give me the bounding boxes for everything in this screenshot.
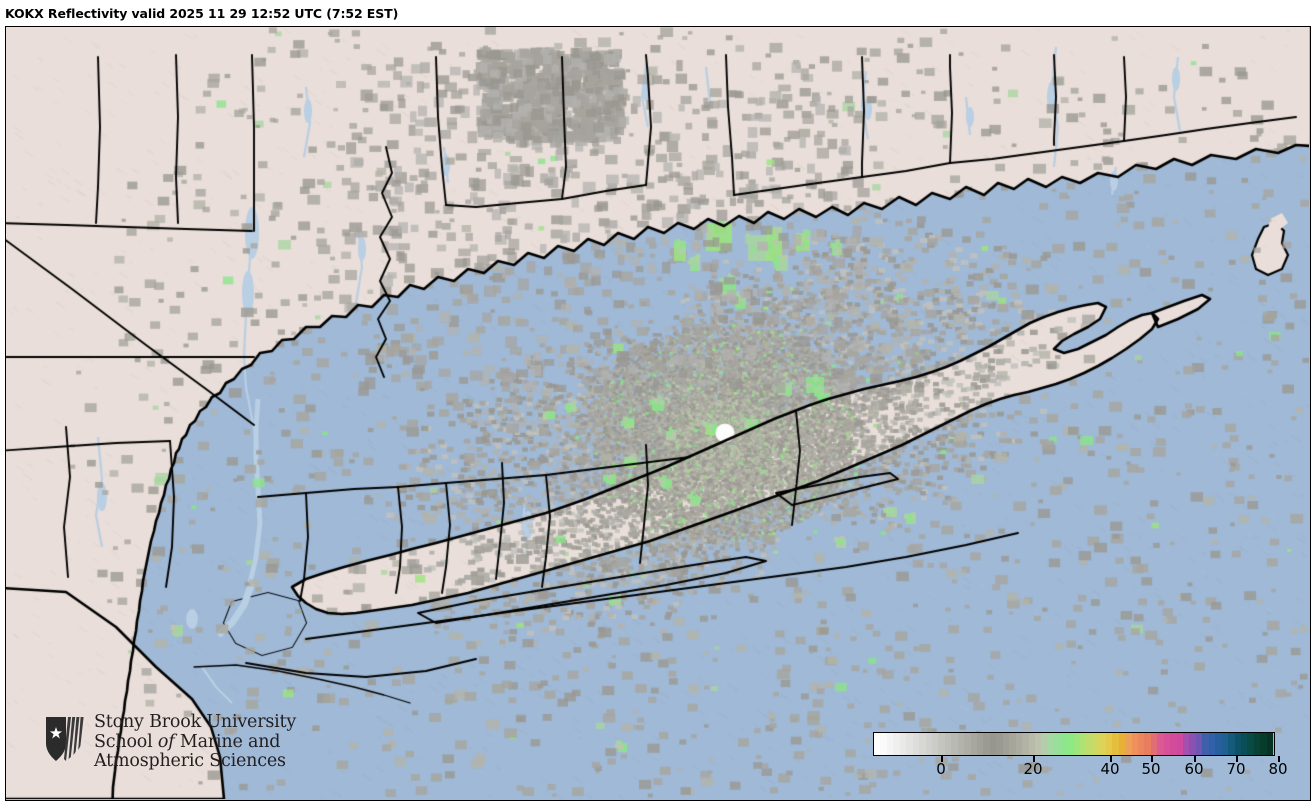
colorbar-tick <box>1110 756 1112 762</box>
colorbar-segment <box>977 733 984 755</box>
colorbar-tick-label: 80 <box>1268 760 1288 778</box>
colorbar-segment <box>1234 733 1241 755</box>
colorbar-segment <box>1176 733 1183 755</box>
colorbar-segment <box>925 733 932 755</box>
colorbar-segment <box>1125 733 1132 755</box>
title-bar: KOKX Reflectivity valid 2025 11 29 12:52… <box>5 0 1311 26</box>
colorbar-tick <box>1151 756 1153 762</box>
colorbar-ticks <box>873 756 1280 762</box>
colorbar-segment <box>1247 733 1254 755</box>
colorbar-tick <box>1194 756 1196 762</box>
colorbar-segment <box>1150 733 1158 755</box>
colorbar-tick <box>1033 756 1035 762</box>
colorbar-segment <box>931 733 939 755</box>
colorbar-segment <box>1266 733 1274 755</box>
colorbar-segment <box>1112 733 1119 755</box>
colorbar-segment <box>1228 733 1235 755</box>
colorbar-segment <box>1118 733 1126 755</box>
colorbar-segment <box>1131 733 1138 755</box>
colorbar-segment <box>1009 733 1016 755</box>
colorbar-segment <box>1034 733 1042 755</box>
colorbar-segment <box>1067 733 1074 755</box>
colorbar-segment <box>1195 733 1203 755</box>
colorbar-tick <box>1278 756 1280 762</box>
colorbar-segment <box>1099 733 1106 755</box>
colorbar-tick-label: 40 <box>1100 760 1120 778</box>
colorbar-segment <box>1054 733 1061 755</box>
colorbar-segment <box>899 733 907 755</box>
colorbar-segment <box>1022 733 1029 755</box>
reflectivity-colorbar: 0 20 40 50 60 70 80 <box>873 732 1288 788</box>
colorbar-segment <box>886 733 894 755</box>
colorbar-segment <box>970 733 977 755</box>
colorbar-segment <box>1073 733 1080 755</box>
colorbar-tick <box>941 756 943 762</box>
colorbar-segment <box>944 733 952 755</box>
colorbar-segment <box>1015 733 1023 755</box>
colorbar-segment <box>1080 733 1087 755</box>
colorbar-segment <box>1060 733 1068 755</box>
colorbar-segment <box>1189 733 1196 755</box>
colorbar-segment <box>906 733 913 755</box>
colorbar-segment <box>1183 733 1190 755</box>
map-vector-overlay <box>6 27 1309 799</box>
colorbar-tick-label: 20 <box>1023 760 1043 778</box>
colorbar-tick-label: 50 <box>1141 760 1161 778</box>
page-title: KOKX Reflectivity valid 2025 11 29 12:52… <box>5 5 399 21</box>
colorbar-segment <box>1208 733 1216 755</box>
colorbar-gradient <box>873 732 1275 756</box>
colorbar-segment <box>919 733 926 755</box>
colorbar-segment <box>1028 733 1035 755</box>
colorbar-segment <box>1170 733 1177 755</box>
colorbar-segment <box>1157 733 1164 755</box>
colorbar-segment <box>938 733 945 755</box>
colorbar-segment <box>1137 733 1145 755</box>
colorbar-segment <box>964 733 971 755</box>
colorbar-segment <box>1240 733 1248 755</box>
colorbar-segment <box>1092 733 1100 755</box>
colorbar-segment <box>1144 733 1151 755</box>
colorbar-segment <box>1215 733 1222 755</box>
colorbar-segment <box>983 733 990 755</box>
colorbar-segment <box>1221 733 1229 755</box>
radar-map-frame[interactable]: Stony Brook University School of Marine … <box>5 26 1311 801</box>
colorbar-segment <box>1163 733 1171 755</box>
colorbar-segment <box>1105 733 1113 755</box>
colorbar-segment <box>957 733 965 755</box>
colorbar-segment <box>1202 733 1209 755</box>
colorbar-segment <box>951 733 958 755</box>
colorbar-tick-label: 60 <box>1184 760 1204 778</box>
colorbar-segment <box>874 733 881 755</box>
colorbar-tick-label: 70 <box>1226 760 1246 778</box>
colorbar-segment <box>1086 733 1093 755</box>
colorbar-tick-label: 0 <box>936 760 946 778</box>
colorbar-segment <box>1253 733 1261 755</box>
colorbar-segment <box>1260 733 1267 755</box>
colorbar-segment <box>1002 733 1010 755</box>
colorbar-segment <box>893 733 900 755</box>
colorbar-segment <box>989 733 997 755</box>
colorbar-segment <box>1041 733 1048 755</box>
colorbar-segment <box>880 733 887 755</box>
colorbar-segment <box>1047 733 1055 755</box>
colorbar-tick <box>1236 756 1238 762</box>
radar-reflectivity-canvas[interactable] <box>6 27 1309 799</box>
colorbar-labels: 0 20 40 50 60 70 80 <box>873 760 1287 782</box>
colorbar-segment <box>912 733 920 755</box>
colorbar-segment <box>996 733 1003 755</box>
